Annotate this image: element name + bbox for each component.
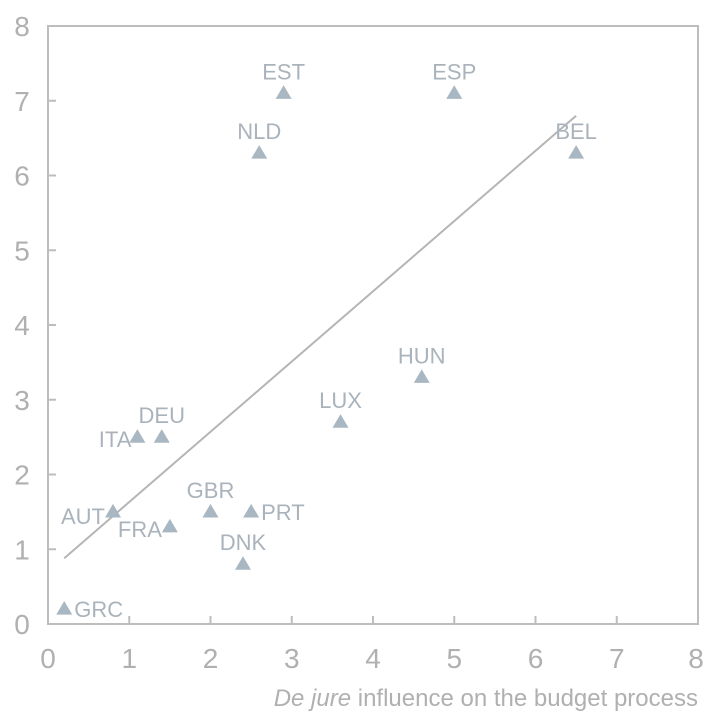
data-point-marker-fra bbox=[161, 518, 178, 533]
data-point-label-fra: FRA bbox=[118, 517, 162, 542]
data-point-label-bel: BEL bbox=[555, 119, 597, 144]
data-point-label-dnk: DNK bbox=[220, 530, 267, 555]
x-axis-label: De jure influence on the budget process bbox=[274, 685, 698, 712]
y-tick-label: 7 bbox=[14, 86, 30, 117]
data-point-label-gbr: GBR bbox=[187, 478, 235, 503]
data-point-marker-ita bbox=[129, 429, 146, 443]
data-point-marker-nld bbox=[251, 145, 268, 159]
y-tick-label: 1 bbox=[14, 534, 30, 565]
data-point-marker-lux bbox=[332, 414, 349, 428]
data-point-marker-gbr bbox=[202, 503, 219, 518]
x-tick-label: 3 bbox=[284, 643, 300, 674]
x-axis-ticks: 0 1 2 3 4 5 6 7 8 bbox=[40, 616, 704, 674]
data-point-label-prt: PRT bbox=[261, 500, 305, 525]
x-tick-label: 1 bbox=[121, 643, 137, 674]
y-tick-label: 6 bbox=[14, 161, 30, 192]
data-point-label-est: EST bbox=[262, 59, 305, 84]
x-tick-label: 6 bbox=[528, 643, 544, 674]
x-tick-label: 8 bbox=[688, 643, 704, 674]
data-point-label-aut: AUT bbox=[61, 504, 105, 529]
data-point-marker-prt bbox=[243, 503, 260, 518]
data-point-label-hun: HUN bbox=[398, 343, 446, 368]
x-axis-label-italic: De jure bbox=[274, 685, 351, 712]
data-point-marker-hun bbox=[413, 369, 430, 383]
data-point-label-nld: NLD bbox=[237, 119, 281, 144]
data-point-marker-bel bbox=[568, 145, 585, 159]
y-tick-label: 2 bbox=[14, 460, 30, 491]
y-tick-label: 0 bbox=[14, 609, 30, 640]
y-tick-label: 3 bbox=[14, 385, 30, 416]
y-tick-label: 5 bbox=[14, 235, 30, 266]
trend-line bbox=[63, 114, 577, 559]
data-point-marker-deu bbox=[153, 429, 170, 443]
data-point-marker-esp bbox=[446, 85, 463, 99]
data-point-marker-dnk bbox=[235, 556, 251, 570]
x-tick-label: 4 bbox=[365, 643, 381, 674]
x-axis-label-rest: influence on the budget process bbox=[351, 685, 698, 712]
x-tick-label: 5 bbox=[446, 643, 462, 674]
data-point-label-grc: GRC bbox=[74, 597, 123, 622]
x-tick-label: 0 bbox=[40, 643, 56, 674]
x-tick-label: 7 bbox=[609, 643, 625, 674]
data-point-label-ita: ITA bbox=[99, 427, 132, 452]
data-point-marker-aut bbox=[105, 503, 121, 518]
data-point-marker-est bbox=[275, 85, 292, 99]
data-point-label-esp: ESP bbox=[432, 59, 476, 84]
data-points: GRC AUT ITA DEU FRA GBR DNK PRT NLD EST LUX HUN ESP B… bbox=[56, 59, 597, 622]
data-point-label-lux: LUX bbox=[319, 388, 362, 413]
y-axis-ticks: 0 1 2 3 4 5 6 7 8 bbox=[14, 11, 56, 640]
data-point-marker-grc bbox=[56, 601, 73, 615]
data-point-label-deu: DEU bbox=[139, 403, 185, 428]
y-tick-label: 4 bbox=[14, 310, 30, 341]
y-tick-label: 8 bbox=[14, 11, 30, 42]
x-tick-label: 2 bbox=[203, 643, 219, 674]
